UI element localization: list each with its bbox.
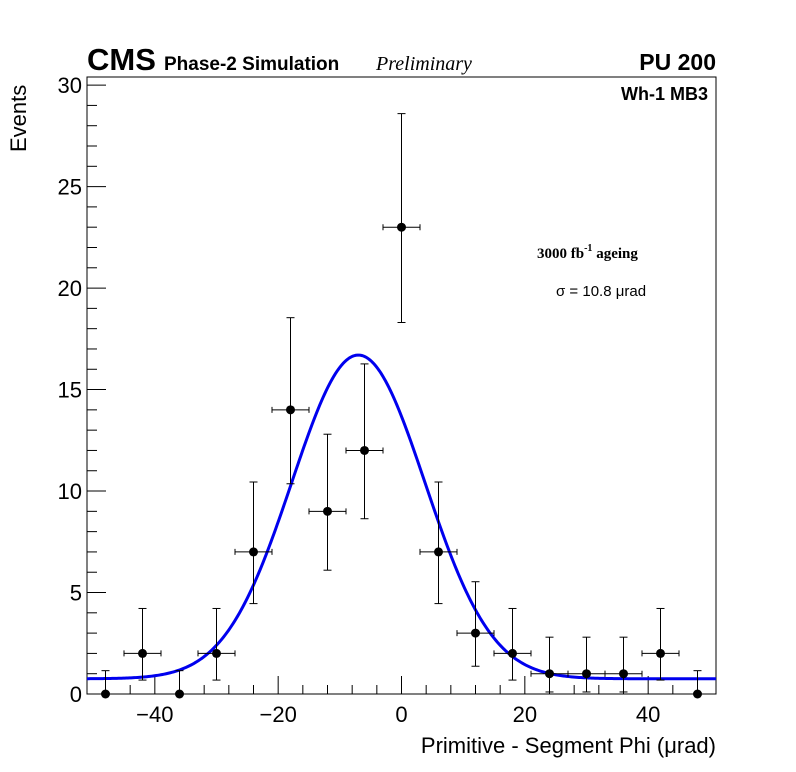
data-point bbox=[641, 607, 680, 681]
data-marker bbox=[434, 547, 443, 557]
x-tick-label: 20 bbox=[513, 702, 537, 727]
data-point bbox=[382, 113, 421, 323]
data-point bbox=[604, 636, 643, 693]
data-marker bbox=[286, 405, 295, 415]
x-axis-label: Primitive - Segment Phi (μrad) bbox=[421, 733, 716, 758]
y-tick-label: 30 bbox=[58, 73, 82, 98]
y-tick-label: 5 bbox=[70, 581, 82, 606]
data-marker bbox=[545, 669, 554, 679]
data-point bbox=[308, 433, 347, 571]
data-point bbox=[197, 607, 236, 681]
y-tick-label: 20 bbox=[58, 276, 82, 301]
data-marker bbox=[508, 648, 517, 658]
pileup-label: PU 200 bbox=[639, 49, 716, 75]
data-marker bbox=[101, 689, 110, 699]
data-point bbox=[567, 636, 606, 693]
data-point bbox=[101, 670, 110, 699]
data-marker bbox=[249, 547, 258, 557]
data-point bbox=[345, 363, 384, 520]
x-tick-label: −20 bbox=[260, 702, 297, 727]
data-point bbox=[493, 607, 532, 681]
x-tick-label: −40 bbox=[136, 702, 173, 727]
ageing-exponent: -1 bbox=[584, 243, 592, 254]
data-marker bbox=[212, 648, 221, 658]
ageing-suffix: ageing bbox=[592, 246, 638, 262]
data-point bbox=[123, 607, 162, 681]
data-point bbox=[234, 481, 273, 605]
data-point bbox=[456, 581, 495, 667]
y-tick-label: 10 bbox=[58, 479, 82, 504]
fit-curve bbox=[86, 353, 716, 681]
subtitle-label: Phase-2 Simulation bbox=[164, 54, 339, 75]
data-point bbox=[693, 670, 702, 699]
data-marker bbox=[582, 669, 591, 679]
data-marker bbox=[693, 689, 702, 699]
status-label: Preliminary bbox=[375, 53, 472, 75]
data-marker bbox=[323, 506, 332, 516]
x-tick-label: 40 bbox=[636, 702, 660, 727]
data-marker bbox=[360, 445, 369, 455]
region-label: Wh-1 MB3 bbox=[621, 84, 708, 104]
data-point bbox=[419, 481, 458, 605]
data-marker bbox=[138, 648, 147, 658]
data-point bbox=[175, 670, 184, 699]
data-point bbox=[271, 317, 310, 485]
experiment-label: CMS bbox=[87, 42, 156, 77]
sigma-label: σ = 10.8 μrad bbox=[556, 283, 646, 300]
data-point bbox=[530, 636, 569, 693]
x-tick-label: 0 bbox=[395, 702, 407, 727]
y-tick-label: 25 bbox=[58, 175, 82, 200]
data-marker bbox=[471, 628, 480, 638]
y-tick-label: 15 bbox=[58, 378, 82, 403]
data-marker bbox=[619, 669, 628, 679]
data-marker bbox=[175, 689, 184, 699]
ageing-label: 3000 fb-1 ageing bbox=[537, 243, 638, 262]
y-axis-label: Events bbox=[6, 85, 31, 152]
data-marker bbox=[397, 222, 406, 232]
ageing-value: 3000 fb bbox=[537, 246, 584, 262]
data-marker bbox=[656, 648, 665, 658]
y-tick-label: 0 bbox=[70, 682, 82, 707]
